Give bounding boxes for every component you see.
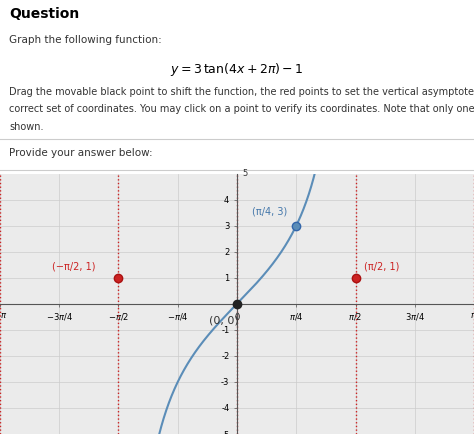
Text: shown.: shown. [9, 122, 44, 132]
Text: (−π/2, 1): (−π/2, 1) [52, 261, 95, 271]
Text: correct set of coordinates. You may click on a point to verify its coordinates. : correct set of coordinates. You may clic… [9, 104, 474, 114]
Text: (π/2, 1): (π/2, 1) [364, 261, 399, 271]
Text: Question: Question [9, 7, 80, 21]
Text: (0, 0): (0, 0) [209, 315, 239, 325]
Text: Provide your answer below:: Provide your answer below: [9, 148, 153, 158]
Text: 5: 5 [243, 169, 248, 178]
Text: (π/4, 3): (π/4, 3) [252, 207, 287, 217]
Text: Drag the movable black point to shift the function, the red points to set the ve: Drag the movable black point to shift th… [9, 87, 474, 97]
Text: Graph the following function:: Graph the following function: [9, 35, 162, 45]
Text: $y = 3\,\tan(4x + 2\pi) - 1$: $y = 3\,\tan(4x + 2\pi) - 1$ [170, 61, 304, 78]
